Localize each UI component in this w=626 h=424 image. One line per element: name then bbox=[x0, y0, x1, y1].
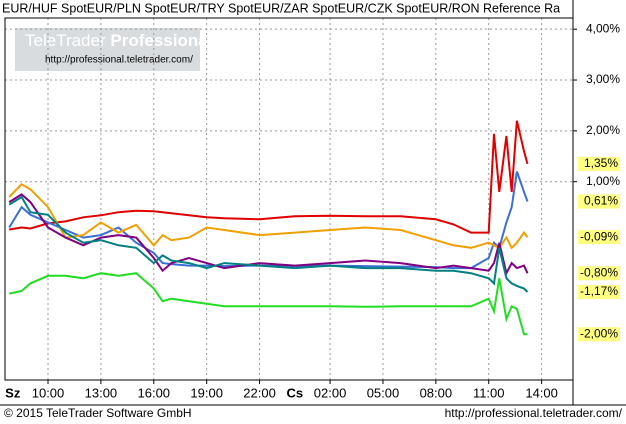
legend-entry: EUR/ZAR Spot bbox=[254, 1, 339, 15]
legend-entry: EUR/PLN Spot bbox=[87, 1, 171, 15]
grid bbox=[5, 18, 573, 380]
last-value-label: -0,09% bbox=[580, 229, 618, 243]
x-tick-label: 13:00 bbox=[85, 385, 118, 400]
legend-entry: EUR/TRY Spot bbox=[170, 1, 254, 15]
watermark-url: http://professional.teletrader.com/ bbox=[45, 55, 193, 66]
last-value-label: 0,61% bbox=[584, 194, 618, 208]
x-tick-label: 02:00 bbox=[314, 385, 347, 400]
day-label: Sz bbox=[5, 385, 21, 400]
last-value-label: 1,35% bbox=[584, 156, 618, 170]
footer-copyright: © 2015 TeleTrader Software GmbH bbox=[4, 406, 192, 420]
y-tick-label: 1,00% bbox=[586, 174, 620, 188]
x-tick-label: 14:00 bbox=[525, 385, 558, 400]
legend-entry: EUR/RON Reference Ra bbox=[422, 1, 560, 15]
x-tick-label: 22:00 bbox=[243, 385, 276, 400]
watermark-brand: TeleTrader bbox=[25, 31, 106, 50]
x-tick-label: 11:00 bbox=[473, 385, 505, 400]
last-value-box bbox=[578, 266, 620, 281]
legend: EUR/HUF Spot EUR/PLN Spot EUR/TRY Spot EUR/… bbox=[2, 1, 560, 15]
last-value-label: -2,00% bbox=[580, 326, 618, 340]
last-value-label: -1,17% bbox=[580, 284, 618, 298]
x-tick-label: 08:00 bbox=[420, 385, 453, 400]
series-line bbox=[9, 120, 529, 234]
last-value-box bbox=[578, 285, 620, 300]
x-tick-label: 05:00 bbox=[367, 385, 400, 400]
legend-entry: EUR/HUF Spot bbox=[2, 1, 87, 15]
series-line bbox=[8, 272, 528, 336]
watermark-box bbox=[15, 28, 200, 71]
legend-entry: EUR/CZK Spot bbox=[338, 1, 423, 15]
series-line bbox=[8, 193, 529, 277]
last-value-label: -0,80% bbox=[580, 265, 618, 279]
last-value-box bbox=[578, 194, 620, 209]
watermark-title: TeleTrader Professional bbox=[25, 31, 212, 50]
footer-url: http://professional.teletrader.com/ bbox=[445, 406, 623, 420]
y-tick-label: 2,00% bbox=[586, 123, 620, 137]
x-tick-label: 19:00 bbox=[190, 385, 223, 400]
y-tick-label: 4,00% bbox=[586, 21, 620, 35]
series-line bbox=[8, 195, 529, 293]
watermark-product: Professional bbox=[110, 31, 212, 50]
y-tick-label: 3,00% bbox=[586, 72, 620, 86]
last-value-box bbox=[578, 156, 620, 171]
x-tick-label: 10:00 bbox=[32, 385, 65, 400]
day-label: Cs bbox=[287, 385, 304, 400]
last-value-box bbox=[578, 230, 620, 245]
x-tick-label: 16:00 bbox=[138, 385, 171, 400]
axes: 4,00% 3,00% 2,00% 1,00% 10:00 13:00 16:00 19:00… bbox=[5, 21, 620, 400]
lines bbox=[8, 120, 529, 336]
last-value-box bbox=[578, 327, 620, 342]
